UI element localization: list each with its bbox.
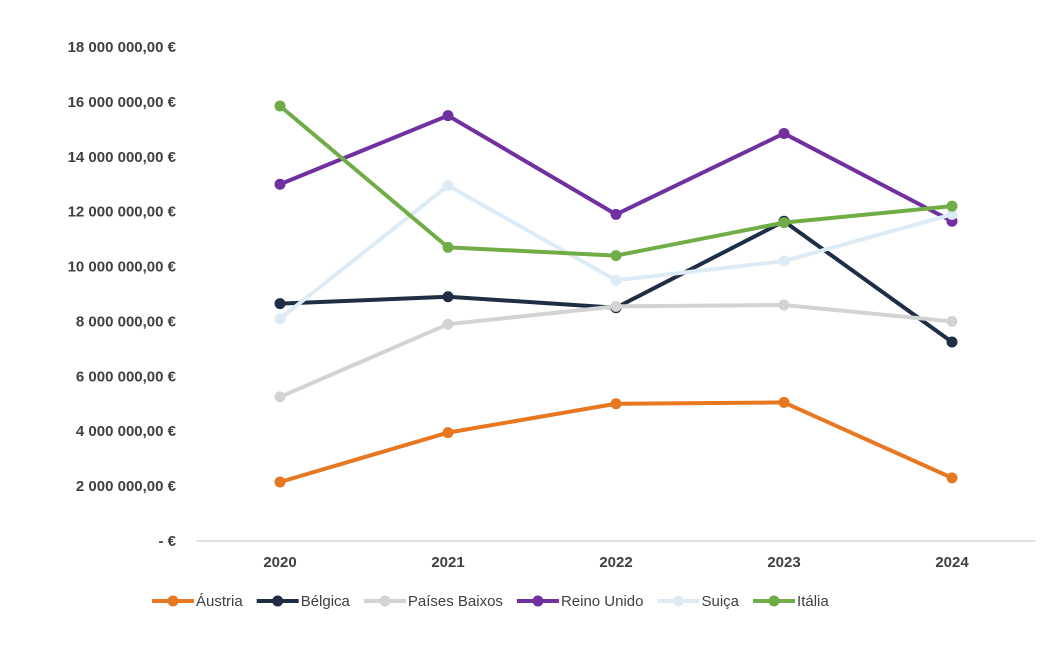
y-tick-label: 14 000 000,00 € xyxy=(68,149,177,166)
y-tick-label: 12 000 000,00 € xyxy=(68,204,177,221)
x-tick-label: 2020 xyxy=(263,554,296,571)
series-line xyxy=(278,113,954,224)
legend-marker-icon xyxy=(272,595,284,607)
data-point xyxy=(442,291,454,303)
series-layer xyxy=(274,100,958,488)
y-tick-label: 16 000 000,00 € xyxy=(68,94,177,111)
y-tick-label: 8 000 000,00 € xyxy=(76,313,177,330)
series-áustria xyxy=(274,396,958,488)
y-tick-label: 4 000 000,00 € xyxy=(76,423,177,440)
data-point xyxy=(778,396,790,408)
data-point xyxy=(778,299,790,311)
data-point xyxy=(442,110,454,122)
data-point xyxy=(274,100,286,112)
legend-marker-icon xyxy=(768,595,780,607)
y-tick-label: 10 000 000,00 € xyxy=(68,259,177,276)
legend-marker-icon xyxy=(532,595,544,607)
y-axis: - € 2 000 000,00 € 4 000 000,00 € 6 000 000… xyxy=(68,39,177,550)
legend-item: Suiça xyxy=(657,593,740,610)
data-point xyxy=(442,241,454,253)
legend-label: Reino Unido xyxy=(561,593,644,610)
data-point xyxy=(442,427,454,439)
x-tick-label: 2021 xyxy=(431,554,464,571)
legend-item: Países Baixos xyxy=(363,593,503,610)
y-tick-label: 2 000 000,00 € xyxy=(76,478,177,495)
legend-marker-icon xyxy=(379,595,391,607)
data-point xyxy=(778,127,790,139)
legend-item: Reino Unido xyxy=(516,593,644,610)
legend: Áustria Bélgica Países Baixos Reino Unido Su… xyxy=(152,593,829,610)
series-line xyxy=(278,104,954,258)
data-point xyxy=(778,217,790,229)
data-point xyxy=(946,472,958,484)
data-point xyxy=(442,318,454,330)
x-tick-label: 2022 xyxy=(599,554,632,571)
data-point xyxy=(442,180,454,192)
data-point xyxy=(274,476,286,488)
legend-label: Itália xyxy=(797,593,829,610)
legend-marker-icon xyxy=(673,595,684,607)
data-point xyxy=(610,208,622,220)
data-point xyxy=(946,315,958,327)
series-line xyxy=(278,400,954,484)
data-point xyxy=(610,250,622,262)
x-axis: 2020 2021 2022 2023 2024 xyxy=(263,554,969,571)
x-tick-label: 2023 xyxy=(767,554,800,571)
data-point xyxy=(274,298,286,310)
data-point xyxy=(946,336,958,348)
y-tick-label: 6 000 000,00 € xyxy=(76,368,177,385)
series-reino-unido xyxy=(274,110,958,227)
x-tick-label: 2024 xyxy=(935,554,969,571)
data-point xyxy=(610,274,622,286)
legend-item: Bélgica xyxy=(256,593,351,610)
data-point xyxy=(274,313,286,325)
y-tick-label: - € xyxy=(158,533,176,550)
data-point xyxy=(274,391,286,403)
legend-item: Áustria xyxy=(152,593,243,610)
data-point xyxy=(778,255,790,267)
data-point xyxy=(946,208,958,220)
legend-label: Países Baixos xyxy=(408,593,503,610)
legend-item: Itália xyxy=(753,593,829,610)
legend-label: Bélgica xyxy=(301,593,351,610)
data-point xyxy=(946,200,958,212)
data-point xyxy=(610,398,622,410)
data-point xyxy=(610,300,622,312)
series-itália xyxy=(274,100,958,262)
series-países-baixos xyxy=(274,299,958,403)
legend-marker-icon xyxy=(167,595,179,607)
legend-label: Suiça xyxy=(702,593,740,610)
legend-label: Áustria xyxy=(196,593,243,610)
series-suiça xyxy=(274,180,958,325)
data-point xyxy=(274,178,286,190)
series-line xyxy=(278,302,954,399)
y-tick-label: 18 000 000,00 € xyxy=(68,39,177,56)
